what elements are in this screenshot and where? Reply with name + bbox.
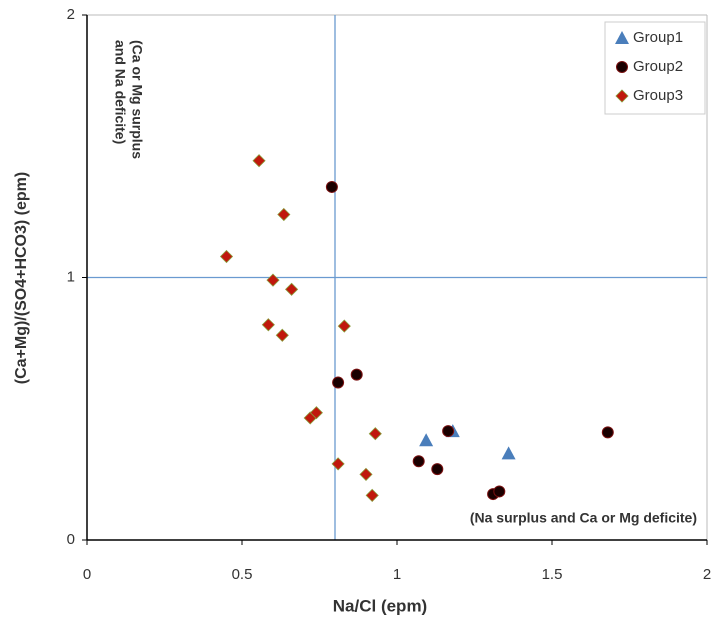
- x-tick-label: 0.5: [232, 566, 253, 583]
- marker-circle: [493, 485, 506, 498]
- y-tick-label: 1: [67, 268, 75, 285]
- marker-circle: [412, 455, 425, 468]
- legend-marker: [615, 89, 629, 103]
- marker-circle: [431, 463, 444, 476]
- annotation: and Na deficite): [112, 40, 128, 144]
- x-tick-label: 2: [703, 566, 711, 583]
- annotation: (Na surplus and Ca or Mg deficite): [470, 510, 697, 526]
- marker-diamond: [252, 154, 266, 168]
- marker-diamond: [365, 488, 379, 502]
- marker-circle: [601, 426, 614, 439]
- x-tick-label: 0: [83, 566, 91, 583]
- legend-label: Group2: [633, 58, 683, 75]
- marker-diamond: [309, 406, 323, 420]
- legend-label: Group3: [633, 87, 683, 104]
- legend-marker: [616, 61, 628, 73]
- marker-diamond: [368, 427, 382, 441]
- legend-label: Group1: [633, 29, 683, 46]
- marker-diamond: [285, 282, 299, 296]
- marker-circle: [350, 368, 363, 381]
- marker-circle: [325, 180, 338, 193]
- annotation: (Ca or Mg surplus: [129, 40, 145, 159]
- marker-diamond: [331, 457, 345, 471]
- marker-diamond: [359, 467, 373, 481]
- x-axis-title: Na/Cl (epm): [333, 596, 427, 615]
- marker-diamond: [275, 328, 289, 342]
- marker-circle: [332, 376, 345, 389]
- y-tick-label: 2: [67, 6, 75, 23]
- marker-diamond: [266, 273, 280, 287]
- legend-marker: [615, 31, 629, 44]
- marker-triangle: [501, 446, 516, 460]
- marker-diamond: [337, 319, 351, 333]
- x-tick-label: 1.5: [542, 566, 563, 583]
- marker-diamond: [219, 249, 234, 264]
- x-tick-label: 1: [393, 566, 401, 583]
- marker-diamond: [261, 318, 275, 332]
- y-tick-label: 0: [67, 531, 75, 548]
- marker-circle: [442, 425, 455, 438]
- y-axis-title: (Ca+Mg)/(SO4+HCO3) (epm): [13, 172, 30, 384]
- marker-triangle: [419, 433, 434, 447]
- marker-diamond: [277, 207, 291, 222]
